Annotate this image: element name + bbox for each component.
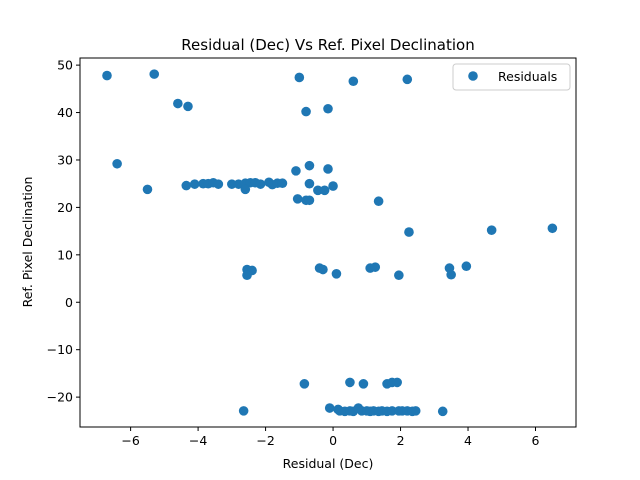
data-point bbox=[313, 185, 323, 196]
y-tick-label: 30 bbox=[57, 152, 73, 167]
data-point bbox=[277, 178, 288, 189]
data-point bbox=[304, 178, 315, 189]
y-tick-label: −10 bbox=[47, 342, 73, 357]
data-point bbox=[547, 223, 558, 234]
data-point bbox=[410, 406, 421, 416]
data-point bbox=[304, 195, 315, 206]
plot-area bbox=[102, 69, 558, 417]
data-point bbox=[394, 270, 404, 281]
data-point bbox=[318, 264, 328, 275]
x-tick-label: −6 bbox=[121, 433, 139, 448]
data-point bbox=[331, 269, 342, 279]
data-point bbox=[213, 179, 224, 189]
data-point bbox=[102, 70, 112, 81]
data-point bbox=[299, 379, 310, 389]
data-point bbox=[255, 179, 266, 189]
x-tick-label: 6 bbox=[532, 433, 540, 448]
y-axis-label: Ref. Pixel Declination bbox=[20, 177, 35, 308]
data-point bbox=[242, 270, 252, 281]
y-axis: −20 −10 0 10 20 30 40 50 bbox=[47, 58, 80, 405]
data-point bbox=[227, 179, 237, 189]
data-point bbox=[301, 106, 311, 117]
data-point bbox=[112, 158, 122, 169]
data-point bbox=[370, 262, 381, 272]
data-point bbox=[437, 406, 448, 417]
y-tick-label: 10 bbox=[57, 247, 73, 262]
legend-box bbox=[452, 63, 571, 91]
data-point bbox=[323, 103, 333, 114]
x-tick-label: 0 bbox=[329, 433, 337, 448]
data-point bbox=[173, 98, 183, 109]
x-tick-label: 4 bbox=[464, 433, 472, 448]
data-point bbox=[291, 166, 301, 176]
data-point bbox=[402, 74, 413, 85]
y-tick-label: 40 bbox=[57, 105, 73, 120]
x-tick-label: −4 bbox=[189, 433, 207, 448]
plot-frame bbox=[79, 57, 577, 428]
data-point bbox=[328, 181, 338, 191]
data-point bbox=[142, 184, 153, 195]
data-point bbox=[292, 194, 303, 204]
y-tick-label: −20 bbox=[47, 390, 73, 405]
legend: Residuals bbox=[452, 63, 571, 91]
x-axis-label: Residual (Dec) bbox=[283, 456, 374, 471]
x-tick-label: −2 bbox=[256, 433, 274, 448]
y-tick-label: 0 bbox=[65, 295, 73, 310]
data-point bbox=[149, 69, 160, 79]
data-point bbox=[304, 160, 315, 171]
data-point bbox=[240, 184, 251, 195]
data-point bbox=[323, 164, 333, 174]
data-point bbox=[392, 377, 402, 388]
x-axis: −6 −4 −2 0 2 4 6 bbox=[121, 427, 540, 448]
data-point bbox=[486, 225, 497, 235]
data-point bbox=[348, 76, 359, 87]
y-tick-label: 50 bbox=[57, 58, 73, 73]
data-point bbox=[324, 403, 335, 413]
chart-title: Residual (Dec) Vs Ref. Pixel Declination bbox=[181, 36, 474, 54]
data-point bbox=[189, 179, 200, 189]
data-point bbox=[373, 196, 384, 207]
data-point bbox=[319, 185, 330, 196]
data-point bbox=[404, 227, 414, 237]
data-point bbox=[358, 379, 369, 389]
legend-marker bbox=[468, 71, 478, 81]
data-point bbox=[461, 261, 472, 272]
data-point bbox=[446, 269, 456, 280]
data-point bbox=[181, 180, 192, 191]
data-point bbox=[345, 377, 355, 388]
data-point bbox=[183, 101, 193, 112]
legend-entry-residuals: Residuals bbox=[498, 69, 557, 84]
y-tick-label: 20 bbox=[57, 200, 73, 215]
x-tick-label: 2 bbox=[397, 433, 405, 448]
data-point bbox=[387, 406, 397, 416]
data-point bbox=[294, 72, 305, 83]
data-point bbox=[238, 406, 249, 416]
